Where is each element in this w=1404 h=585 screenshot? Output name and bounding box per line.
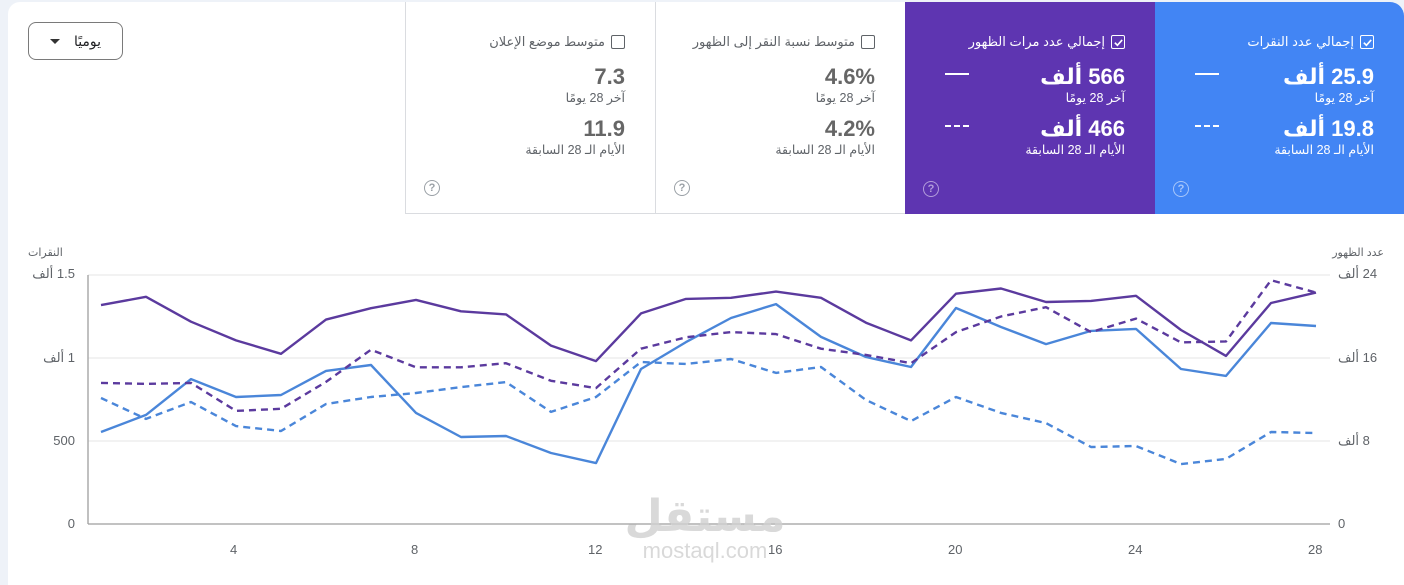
x-tick: 12 xyxy=(588,542,603,557)
metric-title: إجمالي عدد النقرات xyxy=(1247,34,1354,49)
metric-card-impressions[interactable]: إجمالي عدد مرات الظهور 566 ألف آخر 28 يو… xyxy=(905,2,1155,214)
right-tick: 24 ألف xyxy=(1338,266,1378,281)
previous-value: 466 ألف xyxy=(1040,116,1125,141)
right-tick: 8 ألف xyxy=(1338,433,1370,448)
current-value: 4.6% xyxy=(824,64,875,89)
performance-chart: النقرات عدد الظهور 1.5 ألف 1 ألف 500 0 2… xyxy=(0,230,1404,585)
previous-period-label: الأيام الـ 28 السابقة xyxy=(1274,143,1374,157)
current-period-label: آخر 28 يومًا xyxy=(1065,91,1125,105)
x-tick: 8 xyxy=(411,542,419,557)
series-line xyxy=(100,287,1317,363)
left-tick: 1 ألف xyxy=(43,350,75,365)
metric-card-clicks[interactable]: إجمالي عدد النقرات 25.9 ألف آخر 28 يومًا… xyxy=(1155,2,1404,214)
metric-title: إجمالي عدد مرات الظهور xyxy=(968,34,1105,49)
help-circle-icon[interactable]: ? xyxy=(674,180,690,196)
right-tick: 16 ألف xyxy=(1338,350,1378,365)
granularity-selected: يوميًا xyxy=(73,32,102,49)
previous-period-label: الأيام الـ 28 السابقة xyxy=(525,143,625,157)
metric-card-position[interactable]: متوسط موضع الإعلان 7.3 آخر 28 يومًا 11.9… xyxy=(405,2,655,214)
line-plot-area xyxy=(87,274,1330,525)
right-tick: 0 xyxy=(1338,516,1346,531)
checkbox-checked-icon[interactable] xyxy=(1111,35,1125,49)
checkbox-checked-icon[interactable] xyxy=(1360,35,1374,49)
current-period-label: آخر 28 يومًا xyxy=(1314,91,1374,105)
left-axis-title: النقرات xyxy=(28,247,63,259)
series-line xyxy=(100,279,1317,413)
series-line xyxy=(100,302,1317,465)
help-circle-icon[interactable]: ? xyxy=(424,180,440,196)
metric-card-ctr[interactable]: متوسط نسبة النقر إلى الظهور 4.6% آخر 28 … xyxy=(655,2,905,214)
left-tick: 1.5 ألف xyxy=(32,266,75,281)
x-tick: 28 xyxy=(1308,542,1323,557)
x-tick: 4 xyxy=(230,542,238,557)
previous-period-label: الأيام الـ 28 السابقة xyxy=(1025,143,1125,157)
x-tick: 24 xyxy=(1128,542,1143,557)
left-tick: 500 xyxy=(53,433,75,448)
x-tick: 20 xyxy=(948,542,963,557)
metric-title: متوسط نسبة النقر إلى الظهور xyxy=(692,34,855,49)
caret-down-icon xyxy=(49,38,60,44)
solid-line-legend-icon xyxy=(945,73,969,75)
current-value: 566 ألف xyxy=(1040,64,1125,89)
previous-value: 19.8 ألف xyxy=(1283,116,1374,141)
current-value: 7.3 xyxy=(594,64,625,89)
metric-cards: إجمالي عدد النقرات 25.9 ألف آخر 28 يومًا… xyxy=(405,2,1404,214)
current-period-label: آخر 28 يومًا xyxy=(815,91,875,105)
help-circle-icon[interactable]: ? xyxy=(1173,181,1189,197)
solid-line-legend-icon xyxy=(1195,73,1219,75)
right-axis-title: عدد الظهور xyxy=(1332,247,1384,259)
checkbox-unchecked-icon[interactable] xyxy=(861,35,875,49)
previous-value: 11.9 xyxy=(583,116,625,141)
left-tick: 0 xyxy=(67,516,75,531)
current-value: 25.9 ألف xyxy=(1283,64,1374,89)
metric-title: متوسط موضع الإعلان xyxy=(489,34,605,49)
dashed-line-legend-icon xyxy=(945,125,969,127)
previous-value: 4.2% xyxy=(824,116,875,141)
granularity-dropdown[interactable]: يوميًا xyxy=(28,22,123,60)
current-period-label: آخر 28 يومًا xyxy=(565,91,625,105)
previous-period-label: الأيام الـ 28 السابقة xyxy=(775,143,875,157)
x-tick: 16 xyxy=(768,542,783,557)
checkbox-unchecked-icon[interactable] xyxy=(611,35,625,49)
help-circle-icon[interactable]: ? xyxy=(923,181,939,197)
dashed-line-legend-icon xyxy=(1195,125,1219,127)
series-line xyxy=(100,357,1317,466)
